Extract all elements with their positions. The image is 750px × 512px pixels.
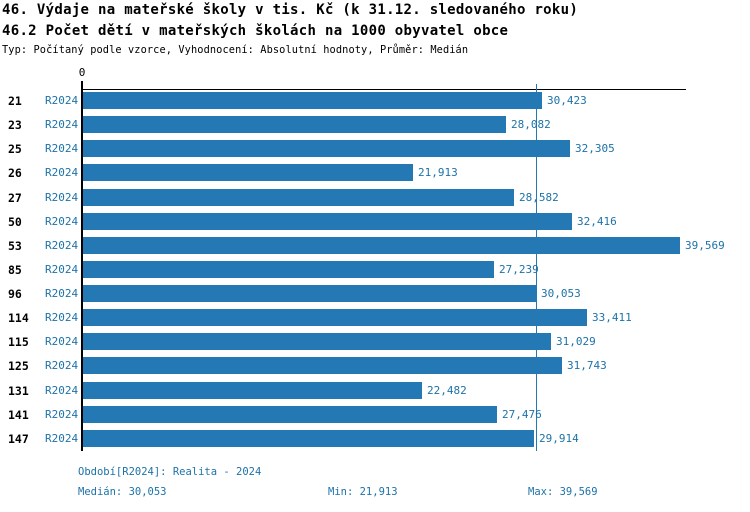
series-label: R2024 xyxy=(45,166,79,180)
series-label: R2024 xyxy=(45,214,79,228)
bar xyxy=(83,212,572,230)
bar-row: 21 R2024 30,423 xyxy=(0,89,750,113)
series-label: R2024 xyxy=(45,431,79,445)
value-label: 31,029 xyxy=(556,335,596,349)
category-label: 27 xyxy=(8,190,22,205)
bar xyxy=(83,236,680,254)
x-axis-tick-label-zero: 0 xyxy=(78,66,86,79)
bar-row: 27 R2024 28,582 xyxy=(0,186,750,210)
chart-title-line2: 46.2 Počet dětí v mateřských školách na … xyxy=(2,23,509,39)
bar xyxy=(83,260,494,278)
series-label: R2024 xyxy=(45,118,79,132)
bar-row: 114 R2024 33,411 xyxy=(0,306,750,330)
bars-area: 21 R2024 30,423 23 R2024 28,082 25 R2024 32,305 2… xyxy=(0,89,750,451)
bar-row: 96 R2024 30,053 xyxy=(0,282,750,306)
value-label: 30,053 xyxy=(541,287,581,301)
value-label: 29,914 xyxy=(539,431,579,445)
value-label: 21,913 xyxy=(418,166,458,180)
bar-row: 26 R2024 21,913 xyxy=(0,161,750,185)
bar xyxy=(83,429,534,447)
bar-row: 50 R2024 32,416 xyxy=(0,210,750,234)
bar xyxy=(83,285,536,303)
value-label: 32,416 xyxy=(577,214,617,228)
bar-row: 23 R2024 28,082 xyxy=(0,113,750,137)
series-label: R2024 xyxy=(45,311,79,325)
bar-row: 53 R2024 39,569 xyxy=(0,234,750,258)
category-label: 114 xyxy=(8,311,29,326)
bar xyxy=(83,405,497,423)
y-axis-line xyxy=(81,89,83,451)
category-label: 25 xyxy=(8,142,22,157)
bar-row: 141 R2024 27,476 xyxy=(0,403,750,427)
series-label: R2024 xyxy=(45,94,79,107)
category-label: 125 xyxy=(8,359,29,374)
category-label: 85 xyxy=(8,262,22,277)
bar-row: 125 R2024 31,743 xyxy=(0,354,750,378)
bar-row: 85 R2024 27,239 xyxy=(0,258,750,282)
bar-row: 147 R2024 29,914 xyxy=(0,427,750,451)
series-label: R2024 xyxy=(45,287,79,301)
category-label: 147 xyxy=(8,431,29,446)
value-label: 30,423 xyxy=(547,94,587,107)
category-label: 141 xyxy=(8,407,29,422)
chart-title-line1: 46. Výdaje na mateřské školy v tis. Kč (… xyxy=(2,2,579,18)
bar xyxy=(83,164,413,182)
category-label: 53 xyxy=(8,238,22,253)
series-label: R2024 xyxy=(45,335,79,349)
category-label: 115 xyxy=(8,335,29,350)
median-line xyxy=(536,84,537,451)
bar-row: 25 R2024 32,305 xyxy=(0,137,750,161)
series-label: R2024 xyxy=(45,383,79,397)
value-label: 28,582 xyxy=(519,190,559,204)
series-label: R2024 xyxy=(45,142,79,156)
series-label: R2024 xyxy=(45,407,79,421)
value-label: 31,743 xyxy=(567,359,607,373)
chart-meta-line: Typ: Počítaný podle vzorce, Vyhodnocení:… xyxy=(2,44,469,56)
category-label: 96 xyxy=(8,287,22,302)
value-label: 27,476 xyxy=(502,407,542,421)
series-label: R2024 xyxy=(45,359,79,373)
bar xyxy=(83,309,587,327)
category-label: 26 xyxy=(8,166,22,181)
bar xyxy=(83,116,506,134)
series-label: R2024 xyxy=(45,238,79,252)
series-label: R2024 xyxy=(45,190,79,204)
median-summary: Medián: 30,053 xyxy=(78,486,167,498)
bar xyxy=(83,381,422,399)
period-legend: Období[R2024]: Realita - 2024 xyxy=(78,466,262,478)
category-label: 23 xyxy=(8,118,22,133)
max-summary: Max: 39,569 xyxy=(528,486,598,498)
series-label: R2024 xyxy=(45,262,79,276)
category-label: 131 xyxy=(8,383,29,398)
category-label: 50 xyxy=(8,214,22,229)
x-axis-line xyxy=(81,89,686,90)
value-label: 33,411 xyxy=(592,311,632,325)
value-label: 39,569 xyxy=(685,238,725,252)
bar xyxy=(83,333,551,351)
category-label: 21 xyxy=(8,94,22,108)
value-label: 32,305 xyxy=(575,142,615,156)
bar xyxy=(83,92,542,109)
bar xyxy=(83,140,570,158)
bar xyxy=(83,188,514,206)
value-label: 28,082 xyxy=(511,118,551,132)
bar-row: 115 R2024 31,029 xyxy=(0,330,750,354)
bar-row: 131 R2024 22,482 xyxy=(0,379,750,403)
value-label: 22,482 xyxy=(427,383,467,397)
value-label: 27,239 xyxy=(499,262,539,276)
x-axis-tick-mark xyxy=(81,81,83,89)
min-summary: Min: 21,913 xyxy=(328,486,398,498)
bar xyxy=(83,357,562,375)
